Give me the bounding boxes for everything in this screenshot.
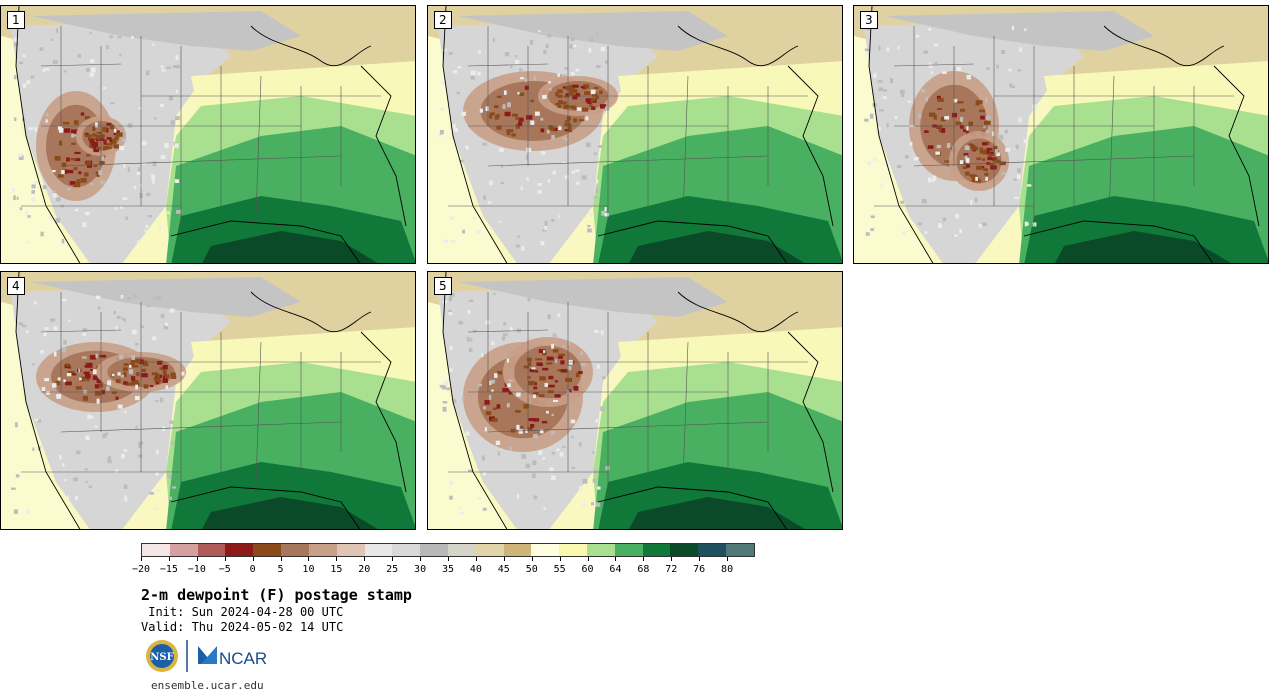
colorbar-tick: [196, 557, 198, 561]
colorbar-tick: [699, 557, 701, 561]
colorbar-tick: [336, 557, 338, 561]
member-number-label: 3: [860, 11, 878, 29]
member-number-label: 4: [7, 277, 25, 295]
colorbar-tick-label: 20: [358, 564, 371, 575]
colorbar-tick: [615, 557, 617, 561]
plot-title: 2-m dewpoint (F) postage stamp: [141, 586, 412, 604]
dewpoint-map-4: [1, 272, 415, 529]
colorbar-tick: [252, 557, 254, 561]
colorbar-swatch: [531, 544, 560, 556]
colorbar-tick-label: −10: [187, 564, 206, 575]
colorbar-tick: [308, 557, 310, 561]
colorbar-tick: [503, 557, 505, 561]
colorbar-swatch: [698, 544, 727, 556]
colorbar-tick-label: 76: [693, 564, 706, 575]
colorbar-swatch: [253, 544, 282, 556]
colorbar-swatch: [670, 544, 699, 556]
colorbar-tick-label: 72: [665, 564, 678, 575]
colorbar-swatch: [726, 544, 754, 556]
postage-stamp-map-2: 2: [427, 5, 843, 264]
colorbar-tick-label: 45: [497, 564, 510, 575]
postage-stamp-map-3: 3: [853, 5, 1269, 264]
colorbar-swatch: [559, 544, 587, 556]
colorbar-tick: [141, 557, 142, 561]
colorbar-tick: [392, 557, 394, 561]
colorbar-tick-label: 50: [525, 564, 538, 575]
colorbar-tick: [643, 557, 645, 561]
member-number-label: 5: [434, 277, 452, 295]
colorbar-tick-label: −20: [131, 564, 151, 575]
sponsor-logos: NSF NCAR: [145, 638, 275, 674]
dewpoint-colorbar: [141, 543, 755, 557]
colorbar-tick-label: −15: [159, 564, 178, 575]
colorbar-tick: [448, 557, 449, 561]
init-time: Init: Sun 2024-04-28 00 UTC: [141, 605, 344, 619]
footer-url: ensemble.ucar.edu: [151, 679, 264, 692]
colorbar-tick: [168, 557, 170, 561]
colorbar-tick-label: 15: [330, 564, 343, 575]
nsf-logo-icon: NSF: [146, 640, 178, 672]
colorbar-swatch: [142, 544, 170, 556]
colorbar-tick: [280, 557, 282, 561]
postage-stamp-map-5: 5: [427, 271, 843, 530]
colorbar-tick-label: 80: [721, 564, 734, 575]
colorbar-tick-label: 25: [386, 564, 399, 575]
colorbar-swatch: [308, 544, 337, 556]
colorbar-tick-label: 60: [581, 564, 594, 575]
dewpoint-map-3: [854, 6, 1268, 263]
colorbar-tick: [587, 557, 589, 561]
postage-stamp-map-1: 1: [0, 5, 416, 264]
colorbar-tick-label: 40: [469, 564, 482, 575]
colorbar-swatch: [447, 544, 476, 556]
dewpoint-map-2: [428, 6, 842, 263]
colorbar-swatch: [225, 544, 254, 556]
colorbar-swatch: [587, 544, 615, 556]
colorbar-swatch: [336, 544, 365, 556]
colorbar-tick: [671, 557, 673, 561]
colorbar-tick-label: 30: [414, 564, 427, 575]
colorbar-swatch: [169, 544, 198, 556]
ncar-logo-text: NCAR: [219, 649, 267, 668]
colorbar-tick-label: 68: [637, 564, 650, 575]
colorbar-swatch: [281, 544, 309, 556]
colorbar-swatch: [364, 544, 393, 556]
colorbar-tick: [531, 557, 533, 561]
dewpoint-map-5: [428, 272, 842, 529]
colorbar-tick: [364, 557, 366, 561]
colorbar-tick: [475, 557, 477, 561]
colorbar-tick-label: 10: [302, 564, 315, 575]
member-number-label: 1: [7, 11, 25, 29]
postage-stamp-map-4: 4: [0, 271, 416, 530]
colorbar-ticks: −20 −15 −10 −5 0 5 10 15 20 25 30 35 40 45 50 55 60 64 68 7…: [132, 557, 755, 577]
colorbar-swatch: [475, 544, 504, 556]
colorbar-swatch: [614, 544, 643, 556]
nsf-logo-text: NSF: [150, 652, 173, 663]
colorbar-tick: [224, 557, 226, 561]
colorbar-tick-label: 64: [609, 564, 622, 575]
colorbar-tick-label: 0: [249, 564, 256, 575]
colorbar-swatch: [197, 544, 226, 556]
colorbar-tick: [727, 557, 729, 561]
colorbar-swatch: [642, 544, 671, 556]
colorbar-tick-label: 35: [441, 564, 455, 575]
colorbar-tick-label: 55: [553, 564, 566, 575]
ncar-logo-icon: NCAR: [198, 646, 267, 668]
colorbar-swatch: [503, 544, 532, 556]
colorbar-tick-label: 5: [277, 564, 284, 575]
dewpoint-map-1: [1, 6, 415, 263]
colorbar-tick-label: −5: [218, 564, 231, 575]
colorbar-tick: [559, 557, 561, 561]
colorbar-tick: [420, 557, 422, 561]
colorbar-swatch: [420, 544, 448, 556]
valid-time: Valid: Thu 2024-05-02 14 UTC: [141, 620, 344, 634]
member-number-label: 2: [434, 11, 452, 29]
colorbar-swatch: [392, 544, 421, 556]
